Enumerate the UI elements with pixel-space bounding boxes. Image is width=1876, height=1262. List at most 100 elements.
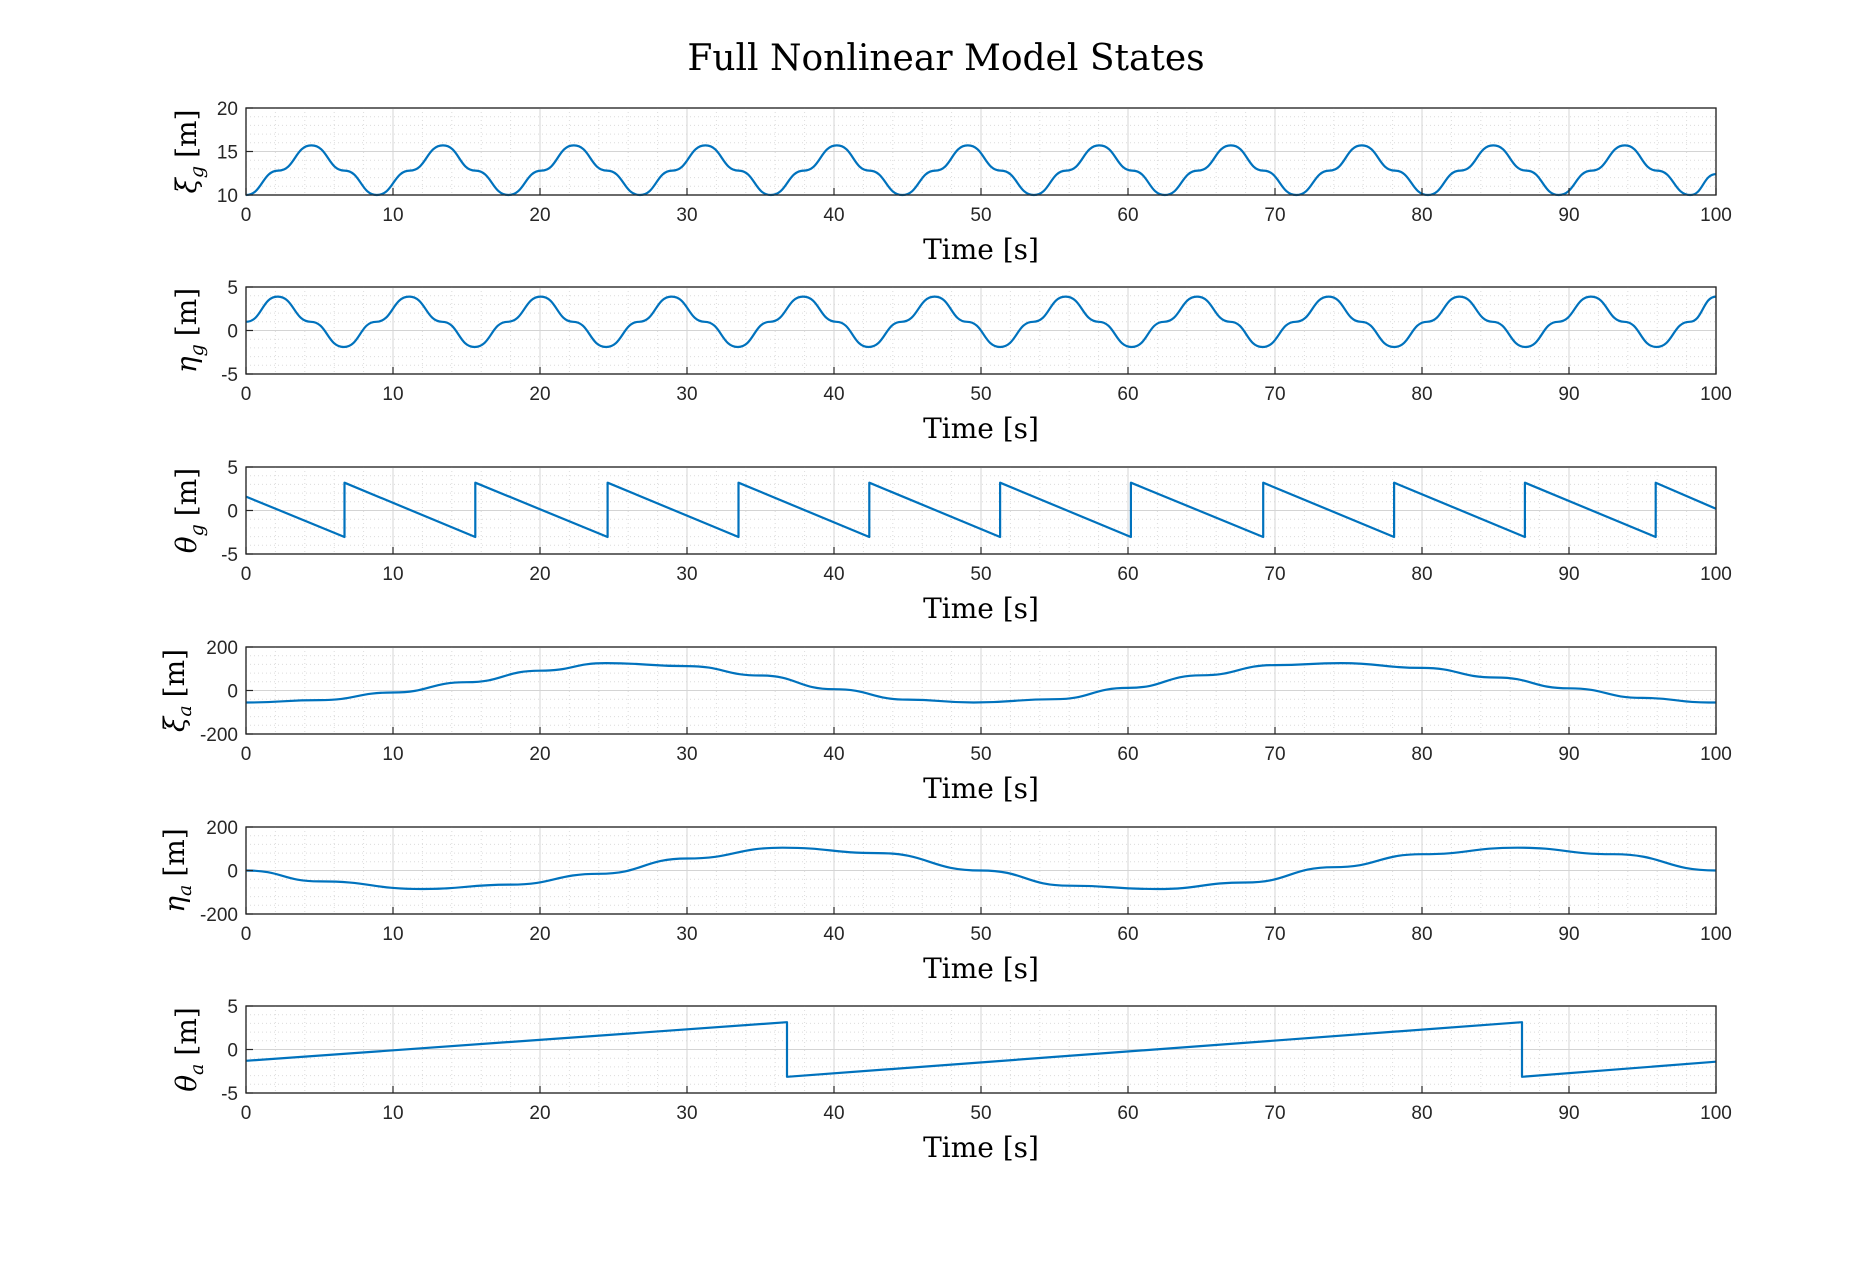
x-tick-label: 30 <box>676 205 697 226</box>
y-tick-label: -5 <box>221 365 238 386</box>
y-tick-label: 0 <box>227 1041 238 1062</box>
x-tick-label: 40 <box>823 384 844 405</box>
x-tick-label: 50 <box>970 924 991 945</box>
y-tick-label: 0 <box>227 322 238 343</box>
x-tick-label: 80 <box>1411 384 1432 405</box>
y-axis-label: ξg [m] <box>170 110 208 194</box>
y-label-unit: [m] <box>158 649 191 697</box>
x-tick-label: 30 <box>676 744 697 765</box>
y-tick-label: -5 <box>221 1084 238 1105</box>
x-tick-label: 70 <box>1264 744 1285 765</box>
x-tick-label: 20 <box>529 924 550 945</box>
y-label-subscript: a <box>186 1064 208 1075</box>
y-label-subscript: a <box>174 705 196 716</box>
chart-title: Full Nonlinear Model States <box>687 38 1204 79</box>
y-tick-label: -200 <box>200 725 238 746</box>
x-tick-label: 10 <box>382 564 403 585</box>
series-line-eta_g <box>245 295 1717 349</box>
series-line-xi_g <box>245 144 1717 197</box>
x-tick-label: 80 <box>1411 564 1432 585</box>
x-tick-label: 60 <box>1117 384 1138 405</box>
y-label-subscript: a <box>174 885 196 896</box>
y-axis-label: ηa [m] <box>158 828 196 913</box>
x-tick-label: 80 <box>1411 205 1432 226</box>
x-tick-label: 20 <box>529 564 550 585</box>
x-axis-label: Time [s] <box>923 1131 1039 1164</box>
x-tick-label: 50 <box>970 564 991 585</box>
x-tick-label: 90 <box>1558 924 1579 945</box>
y-tick-label: 5 <box>227 458 238 479</box>
y-tick-label: -5 <box>221 545 238 566</box>
x-tick-label: 60 <box>1117 564 1138 585</box>
y-axis-label: θg [m] <box>170 468 208 553</box>
x-tick-label: 90 <box>1558 384 1579 405</box>
x-tick-label: 10 <box>382 924 403 945</box>
y-label-unit: [m] <box>170 288 203 336</box>
x-tick-label: 0 <box>241 744 252 765</box>
x-tick-label: 30 <box>676 1103 697 1124</box>
series-line-xi_a <box>245 662 1716 704</box>
x-tick-label: 30 <box>676 384 697 405</box>
x-tick-label: 90 <box>1558 205 1579 226</box>
y-label-symbol: θ <box>170 536 203 553</box>
x-tick-label: 50 <box>970 384 991 405</box>
x-tick-label: 80 <box>1411 1103 1432 1124</box>
x-tick-label: 100 <box>1700 924 1732 945</box>
x-tick-label: 10 <box>382 205 403 226</box>
x-tick-label: 20 <box>529 744 550 765</box>
y-label-symbol: ξ <box>170 177 203 194</box>
y-label-symbol: η <box>158 896 191 913</box>
y-axis-label: ηg [m] <box>170 288 208 373</box>
x-tick-label: 60 <box>1117 205 1138 226</box>
y-label-unit: [m] <box>170 468 203 516</box>
x-tick-label: 40 <box>823 564 844 585</box>
x-tick-label: 60 <box>1117 744 1138 765</box>
x-tick-label: 30 <box>676 564 697 585</box>
x-tick-label: 60 <box>1117 924 1138 945</box>
y-label-unit: [m] <box>158 828 191 876</box>
x-tick-label: 70 <box>1264 384 1285 405</box>
x-tick-label: 80 <box>1411 924 1432 945</box>
x-tick-label: 20 <box>529 1103 550 1124</box>
y-tick-label: 5 <box>227 278 238 299</box>
x-tick-label: 70 <box>1264 1103 1285 1124</box>
x-tick-label: 10 <box>382 744 403 765</box>
x-tick-label: 0 <box>241 384 252 405</box>
x-tick-label: 40 <box>823 205 844 226</box>
x-tick-label: 30 <box>676 924 697 945</box>
x-axis-label: Time [s] <box>923 233 1039 266</box>
x-tick-label: 70 <box>1264 924 1285 945</box>
series-line-theta_a <box>245 1021 1717 1078</box>
x-tick-label: 90 <box>1558 1103 1579 1124</box>
y-tick-label: 0 <box>227 862 238 883</box>
x-tick-label: 100 <box>1700 384 1732 405</box>
x-tick-label: 0 <box>241 205 252 226</box>
y-label-unit: [m] <box>170 1007 203 1055</box>
x-tick-label: 20 <box>529 384 550 405</box>
y-tick-label: 10 <box>217 186 238 207</box>
x-tick-label: 40 <box>823 1103 844 1124</box>
y-tick-label: 0 <box>227 682 238 703</box>
x-tick-label: 0 <box>241 924 252 945</box>
y-tick-label: 20 <box>217 99 238 120</box>
x-tick-label: 40 <box>823 924 844 945</box>
x-tick-label: 50 <box>970 1103 991 1124</box>
y-label-symbol: η <box>170 356 203 373</box>
x-tick-label: 80 <box>1411 744 1432 765</box>
x-tick-label: 90 <box>1558 744 1579 765</box>
y-tick-label: -200 <box>200 905 238 926</box>
x-tick-label: 0 <box>241 564 252 585</box>
x-tick-label: 50 <box>970 205 991 226</box>
y-label-symbol: θ <box>170 1075 203 1092</box>
y-tick-label: 5 <box>227 997 238 1018</box>
y-label-subscript: g <box>186 344 208 356</box>
x-tick-label: 70 <box>1264 564 1285 585</box>
x-axis-label: Time [s] <box>923 772 1039 805</box>
